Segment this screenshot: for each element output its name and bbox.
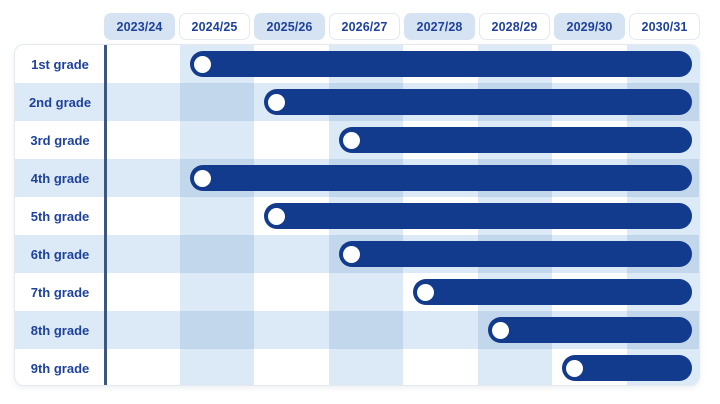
timeline-bar	[562, 355, 692, 381]
grid-cell	[254, 273, 329, 311]
grid-cell	[328, 273, 403, 311]
grade-row: 4th grade	[15, 159, 699, 197]
timeline-bar	[338, 241, 692, 267]
label-divider	[104, 45, 107, 385]
grid-cell	[105, 311, 180, 349]
year-tab: 2025/26	[254, 13, 325, 40]
grid-cell	[105, 159, 180, 197]
grade-label: 6th grade	[15, 235, 105, 273]
grid-cell	[179, 273, 254, 311]
start-dot-icon	[417, 283, 434, 301]
timeline-bar	[264, 89, 692, 115]
grade-label: 5th grade	[15, 197, 105, 235]
grid-cell	[254, 349, 329, 385]
grid-cell	[105, 45, 180, 83]
grade-label: 2nd grade	[15, 83, 105, 121]
grid-cell	[105, 349, 180, 385]
year-tab: 2029/30	[554, 13, 625, 40]
grid-cell	[105, 121, 180, 159]
grade-row: 8th grade	[15, 311, 699, 349]
start-dot-icon	[193, 55, 211, 73]
grid-cell	[477, 349, 552, 385]
year-tab: 2027/28	[404, 13, 475, 40]
start-dot-icon	[566, 359, 583, 377]
grade-row: 5th grade	[15, 197, 699, 235]
gantt-grid: 1st grade 2nd grade 3rd grade 4th grade 5th …	[15, 45, 699, 385]
grade-label: 8th grade	[15, 311, 105, 349]
grid-cell	[105, 273, 180, 311]
grid-cell	[179, 197, 254, 235]
start-dot-icon	[342, 245, 360, 263]
grade-label: 4th grade	[15, 159, 105, 197]
grid-cell	[254, 311, 329, 349]
grade-row: 3rd grade	[15, 121, 699, 159]
year-tab: 2023/24	[104, 13, 175, 40]
grid-cell	[403, 311, 478, 349]
timeline-bar	[264, 203, 692, 229]
grid-cell	[328, 311, 403, 349]
grade-label: 7th grade	[15, 273, 105, 311]
year-tab: 2024/25	[179, 13, 250, 40]
grade-row: 2nd grade	[15, 83, 699, 121]
start-dot-icon	[342, 131, 360, 149]
chart-card: 1st grade 2nd grade 3rd grade 4th grade 5th …	[14, 44, 700, 386]
timeline-bar	[338, 127, 692, 153]
timeline-bar	[189, 51, 692, 77]
year-tab: 2028/29	[479, 13, 550, 40]
grid-cell	[179, 349, 254, 385]
start-dot-icon	[491, 321, 509, 339]
timeline-bar	[189, 165, 692, 191]
timeline-bar	[413, 279, 692, 305]
start-dot-icon	[268, 93, 285, 111]
grade-row: 6th grade	[15, 235, 699, 273]
start-dot-icon	[268, 207, 285, 225]
grade-row: 7th grade	[15, 273, 699, 311]
grid-cell	[254, 121, 329, 159]
year-header: 2023/24 2024/25 2025/26 2026/27 2027/28 2028/…	[104, 13, 700, 40]
grade-label: 9th grade	[15, 349, 105, 385]
grid-cell	[179, 311, 254, 349]
grid-cell	[328, 349, 403, 385]
grade-label: 1st grade	[15, 45, 105, 83]
grid-cell	[254, 235, 329, 273]
grid-cell	[105, 197, 180, 235]
grid-cell	[179, 121, 254, 159]
grid-cell	[105, 235, 180, 273]
grid-cell	[403, 349, 478, 385]
grid-cell	[105, 83, 180, 121]
year-tab: 2030/31	[629, 13, 700, 40]
timeline-bar	[487, 317, 692, 343]
grade-row: 9th grade	[15, 349, 699, 385]
grade-label: 3rd grade	[15, 121, 105, 159]
grid-cell	[179, 235, 254, 273]
start-dot-icon	[193, 169, 211, 187]
year-tab: 2026/27	[329, 13, 400, 40]
grid-cell	[179, 83, 254, 121]
grade-row: 1st grade	[15, 45, 699, 83]
